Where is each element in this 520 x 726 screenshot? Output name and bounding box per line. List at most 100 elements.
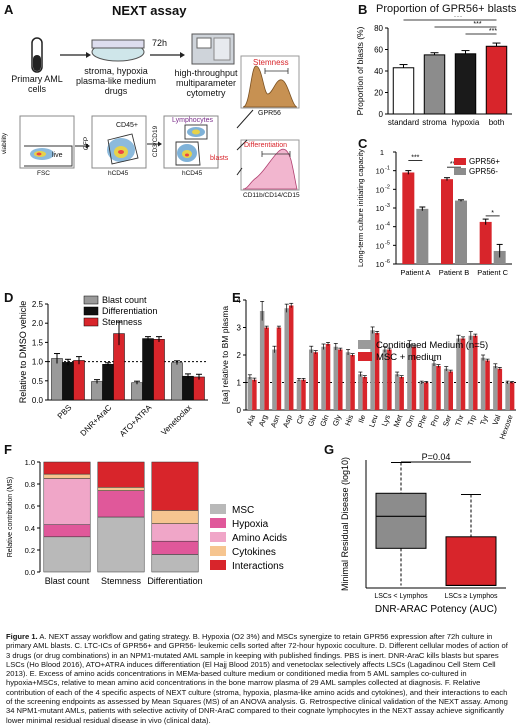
h1-axis-label: GPR56 bbox=[258, 110, 281, 117]
x-tick-label: LSCs < Lymphos bbox=[374, 593, 428, 600]
x-tick-label: Blast count bbox=[45, 576, 90, 586]
bar-MSC + medium bbox=[325, 344, 331, 410]
sig-label: *** bbox=[411, 154, 419, 161]
x-tick-label: LSCs ≥ Lymphos bbox=[445, 593, 498, 600]
x-tick-label: Patient B bbox=[439, 268, 469, 277]
x-tick-label: Gln bbox=[318, 414, 330, 428]
y-axis-label: Relative to DMSO vehicle bbox=[18, 301, 28, 404]
bar-MSC + medium bbox=[509, 382, 515, 410]
x-tick-label: Glu bbox=[306, 414, 318, 428]
x-tick-label: both bbox=[489, 118, 505, 127]
step-cytometry-line-2: multiparameter bbox=[175, 78, 237, 88]
bar-MSC + medium bbox=[288, 305, 294, 410]
segment-Hypoxia bbox=[43, 524, 91, 538]
bar-Conditioned Medium (n=5) bbox=[321, 346, 326, 410]
segment-Hypoxia bbox=[151, 540, 199, 555]
bar-Conditioned Medium (n=5) bbox=[382, 349, 388, 410]
y-tick-label: 2.0 bbox=[32, 319, 44, 328]
dotplot-cd45 bbox=[91, 115, 147, 169]
step-conditions-line-3: drugs bbox=[104, 86, 128, 96]
panel-label-c: C bbox=[358, 136, 368, 151]
bar-MSC + medium bbox=[411, 346, 417, 410]
segment-Interactions bbox=[97, 461, 145, 488]
y-tick-label: 20 bbox=[374, 89, 383, 98]
bar-Blast count bbox=[51, 358, 63, 401]
dotplot-live bbox=[19, 115, 75, 169]
bar-Differentiation bbox=[102, 364, 114, 401]
x-tick-label: Lys bbox=[380, 413, 392, 427]
step-cytometry: high-throughput multiparameter cytometry bbox=[166, 68, 246, 98]
p1-x-label: FSC bbox=[37, 170, 50, 177]
bar-MSC + medium bbox=[301, 379, 306, 410]
bar-MSC + medium bbox=[338, 349, 343, 410]
x-tick-label: Met bbox=[392, 413, 405, 429]
bar bbox=[485, 45, 508, 115]
y-tick-label: 2 bbox=[237, 351, 242, 360]
p1-y-label: viability bbox=[1, 132, 9, 155]
segment-MSC bbox=[43, 536, 91, 573]
panel-a-schematic bbox=[19, 33, 300, 191]
y-axis-label: [aa] relative to BM plasma bbox=[220, 306, 230, 405]
bar-Conditioned Medium (n=5) bbox=[480, 357, 486, 410]
legend-label: GPR56+ bbox=[469, 157, 500, 166]
x-tick-label: DNR+AraC bbox=[79, 403, 114, 438]
y-tick-label: 10 bbox=[376, 185, 384, 194]
p3-y-label: CD3/CD19 bbox=[152, 125, 160, 158]
bar-MSC + medium bbox=[252, 379, 257, 410]
legend-swatch-Hypoxia bbox=[210, 518, 226, 528]
panel-label-a: A bbox=[4, 2, 14, 17]
y-tick-exponent: -6 bbox=[385, 259, 390, 265]
bar-Conditioned Medium (n=5) bbox=[407, 344, 412, 410]
bar-MSC + medium bbox=[387, 349, 392, 410]
x-tick-label: Orn bbox=[404, 414, 417, 429]
differentiation-histogram bbox=[240, 139, 300, 191]
x-tick-label: stroma bbox=[422, 118, 447, 127]
panel-label-d: D bbox=[4, 290, 14, 305]
x-tick-label: Trp bbox=[466, 414, 478, 427]
y-axis-label: Relative contribution (MS) bbox=[7, 477, 14, 558]
y-tick-label: 1.5 bbox=[32, 338, 44, 347]
segment-MSC bbox=[151, 554, 199, 573]
bar-MSC + medium bbox=[423, 382, 429, 410]
y-tick-label: 0.2 bbox=[25, 546, 35, 555]
panel-label-b: B bbox=[358, 2, 368, 17]
x-tick-label: Venetoclax bbox=[159, 403, 193, 437]
x-tick-label: Patient A bbox=[400, 268, 430, 277]
dotplot-lymphocytes bbox=[163, 115, 219, 169]
legend-swatch-Amino Acids bbox=[210, 532, 226, 542]
step-cells: Primary AML cells bbox=[6, 74, 68, 94]
p2-x-label: hCD45 bbox=[108, 170, 129, 177]
legend-swatch-MSC + medium bbox=[358, 352, 372, 361]
legend-label: Differentiation bbox=[102, 306, 157, 316]
x-tick-label: Leu bbox=[367, 414, 380, 429]
bar-Conditioned Medium (n=5) bbox=[358, 374, 363, 410]
x-tick-label: Ile bbox=[356, 414, 367, 425]
box bbox=[375, 492, 427, 549]
legend-swatch-Cytokines bbox=[210, 546, 226, 556]
legend-label: Conditioned Medium (n=5) bbox=[376, 340, 488, 351]
x-tick-label: Pro bbox=[429, 414, 441, 428]
bar-Conditioned Medium (n=5) bbox=[345, 352, 351, 410]
bar-MSC + medium bbox=[473, 335, 478, 410]
cd45-gate-label: CD45+ bbox=[116, 122, 138, 129]
bar bbox=[392, 67, 415, 115]
y-tick-label: 10 bbox=[376, 167, 384, 176]
legend-swatch-GPR56+ bbox=[454, 158, 466, 165]
segment-Amino Acids bbox=[151, 523, 199, 542]
figure-caption: Figure 1. A. NEXT assay workflow and gat… bbox=[6, 632, 514, 725]
bar-MSC + medium bbox=[362, 377, 368, 410]
caption-text: A. NEXT assay workflow and gating strate… bbox=[6, 632, 508, 725]
segment-Interactions bbox=[151, 461, 199, 511]
bar-MSC + medium bbox=[485, 360, 490, 410]
legend-swatch-GPR56- bbox=[454, 168, 466, 175]
legend-swatch-Differentiation bbox=[83, 306, 99, 316]
step-cytometry-line-1: high-throughput bbox=[174, 68, 238, 78]
x-tick-label: Val bbox=[490, 413, 502, 426]
y-tick-label: 10 bbox=[376, 241, 384, 250]
legend-swatch-Interactions bbox=[210, 560, 226, 570]
caption-label: Figure 1. bbox=[6, 632, 38, 641]
bar-MSC + medium bbox=[264, 327, 269, 410]
bar-MSC + medium bbox=[399, 377, 404, 410]
stemness-histogram bbox=[240, 55, 300, 109]
differentiation-label: Differentiation bbox=[244, 142, 288, 149]
